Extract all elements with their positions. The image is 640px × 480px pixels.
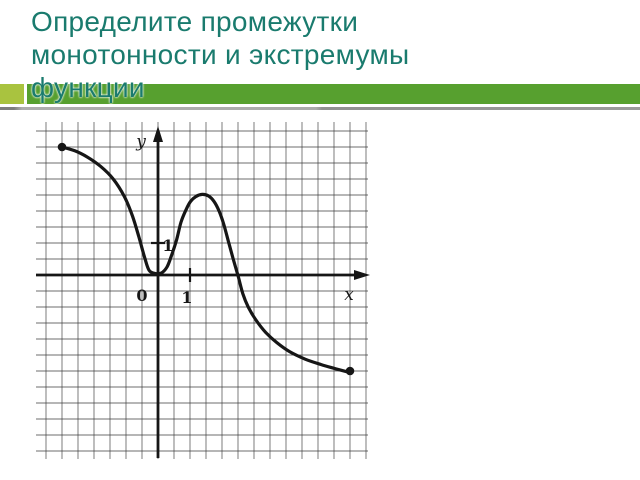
accent-bar-left-segment [0,84,24,104]
curve-endpoint-start [57,142,67,152]
origin-label: 0 [136,286,147,305]
accent-bar-main-segment [27,84,640,104]
y-axis-label: y [135,132,146,152]
accent-bar [0,84,640,104]
slide-title: Определите промежутки монотонности и экс… [31,5,409,104]
grid-lines [36,122,368,459]
title-line-1: Определите промежутки [31,6,359,37]
divider-line [0,107,640,110]
y-axis-arrowhead [153,126,163,142]
y-tick-label: 1 [162,236,173,255]
function-graph-figure: y x 0 1 1 [30,116,372,469]
x-tick-label: 1 [181,288,192,307]
x-axis-label: x [344,285,354,305]
graph-svg: y x 0 1 1 [36,122,370,459]
x-axis-arrowhead [354,270,370,280]
curve-endpoint-end [345,366,355,376]
title-line-2: монотонности и экстремумы [31,39,410,70]
title-line-3: функции [31,72,145,103]
axes [36,126,370,458]
function-curve [60,145,352,375]
function-curve-layer [57,142,355,376]
